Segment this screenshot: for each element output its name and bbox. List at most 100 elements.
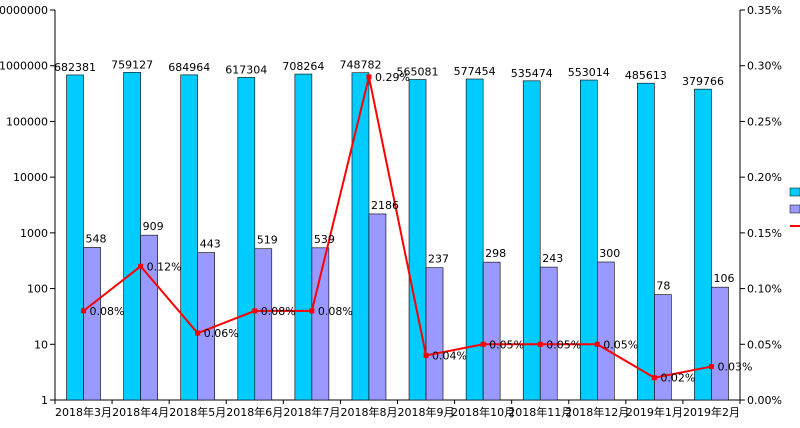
ratio-point-label: 0.29% — [375, 71, 410, 84]
bar-series-2-label: 106 — [713, 272, 734, 285]
x-category-label: 2018年11月 — [508, 405, 572, 419]
bar-series-1 — [66, 74, 84, 401]
x-category-label: 2018年8月 — [340, 405, 397, 419]
right-axis-tick-label: 0.05% — [747, 338, 782, 351]
left-axis-tick-label: 1000000 — [0, 60, 48, 73]
ratio-point — [195, 330, 201, 336]
bar-series-2 — [311, 247, 330, 401]
ratio-point-label: 0.08% — [90, 305, 125, 318]
x-category-label: 2018年9月 — [398, 405, 455, 419]
ratio-point — [537, 341, 543, 347]
bar-series-2 — [711, 286, 729, 401]
bar-series-2-label: 443 — [200, 238, 221, 251]
ratio-point — [138, 263, 144, 269]
bar-series-1-label: 535474 — [511, 67, 553, 80]
ratio-line-path — [82, 76, 712, 379]
ratio-point-label: 0.08% — [318, 305, 353, 318]
bar-series-1-label: 748782 — [339, 59, 381, 72]
bar-series-2-label: 243 — [542, 252, 563, 265]
ratio-point — [423, 352, 429, 358]
right-axis-tick-label: 0.20% — [747, 171, 782, 184]
bar-series-1 — [294, 73, 313, 401]
bar-series-2 — [140, 234, 158, 401]
ratio-point — [366, 74, 372, 80]
ratio-point-label: 0.03% — [717, 361, 752, 374]
ratio-point — [708, 364, 714, 370]
x-category-label: 2019年1月 — [626, 405, 683, 419]
legend-swatch-series-2 — [789, 204, 800, 214]
bar-series-2-label: 548 — [86, 232, 107, 245]
ratio-point-label: 0.08% — [261, 305, 296, 318]
bar-series-2 — [539, 266, 558, 401]
ratio-point-label: 0.02% — [660, 372, 695, 385]
bar-series-1-label: 379766 — [682, 75, 724, 88]
x-category-label: 2018年5月 — [169, 405, 226, 419]
ratio-point — [480, 341, 486, 347]
bar-series-1-label: 759127 — [111, 58, 153, 71]
ratio-point — [594, 341, 600, 347]
right-axis-tick-label: 0.25% — [747, 115, 782, 128]
left-axis-tick-label: 10 — [34, 338, 48, 351]
bar-series-1-label: 577454 — [454, 65, 496, 78]
bar-series-2-label: 298 — [485, 247, 506, 260]
x-category-label: 2019年2月 — [683, 405, 740, 419]
bar-series-2-label: 78 — [656, 280, 670, 293]
bar-series-1 — [237, 77, 256, 401]
x-category-label: 2018年4月 — [112, 405, 169, 419]
bar-series-1 — [123, 72, 141, 401]
bars — [66, 72, 729, 401]
ratio-point-label: 0.05% — [603, 338, 638, 351]
bar-series-1 — [579, 79, 598, 401]
bar-series-2 — [254, 248, 273, 401]
x-category-label: 2018年12月 — [565, 405, 629, 419]
bar-series-1 — [465, 78, 484, 401]
bar-series-2-label: 300 — [599, 247, 620, 260]
left-axis-tick-label: 10000 — [13, 171, 48, 184]
right-axis-tick-label: 0.00% — [747, 394, 782, 407]
bar-series-2-label: 909 — [143, 220, 164, 233]
x-category-label: 2018年6月 — [226, 405, 283, 419]
bar-series-2-label: 2186 — [371, 199, 399, 212]
data-labels: 682381 548 759127 909 684964 443 617304 519 7082… — [54, 58, 752, 384]
bar-series-1 — [180, 74, 199, 401]
bar-series-2 — [368, 213, 387, 401]
x-category-label: 2018年3月 — [55, 405, 112, 419]
bar-series-1-label: 682381 — [54, 61, 96, 74]
ratio-point-label: 0.04% — [432, 349, 467, 362]
x-category-label: 2018年7月 — [283, 405, 340, 419]
bar-series-2 — [482, 261, 501, 401]
right-axis-tick-label: 0.10% — [747, 283, 782, 296]
ratio-point-label: 0.12% — [147, 260, 182, 273]
bar-series-1 — [408, 79, 427, 401]
bar-series-2 — [596, 261, 615, 401]
bar-series-1-label: 553014 — [568, 66, 610, 79]
bar-series-1 — [694, 88, 712, 401]
left-axis-tick-label: 1 — [41, 394, 48, 407]
legend-swatch-series-1 — [789, 187, 800, 197]
right-axis-tick-label: 0.15% — [747, 227, 782, 240]
bar-series-2 — [425, 267, 444, 401]
right-axis-tick-label: 0.30% — [747, 60, 782, 73]
bar-series-1-label: 565081 — [397, 66, 439, 79]
bar-series-2 — [83, 247, 101, 401]
ratio-line — [81, 74, 714, 381]
bar-series-1-label: 708264 — [282, 60, 324, 73]
ratio-point — [81, 308, 87, 314]
bar-series-1-label: 485613 — [625, 69, 667, 82]
right-axis-tick-label: 0.35% — [747, 4, 782, 17]
x-category-label: 2018年10月 — [451, 405, 515, 419]
bar-series-2-label: 519 — [257, 234, 278, 247]
bar-series-1 — [522, 80, 541, 401]
bar-series-1 — [637, 82, 655, 401]
bar-series-2-label: 539 — [314, 233, 335, 246]
bar-series-2 — [654, 294, 672, 401]
legend — [789, 187, 800, 227]
ratio-point-label: 0.05% — [489, 338, 524, 351]
ratio-point-label: 0.06% — [204, 327, 239, 340]
bar-series-2-label: 237 — [428, 253, 449, 266]
left-axis-tick-label: 100 — [27, 283, 48, 296]
left-axis-tick-label: 1000 — [20, 227, 48, 240]
